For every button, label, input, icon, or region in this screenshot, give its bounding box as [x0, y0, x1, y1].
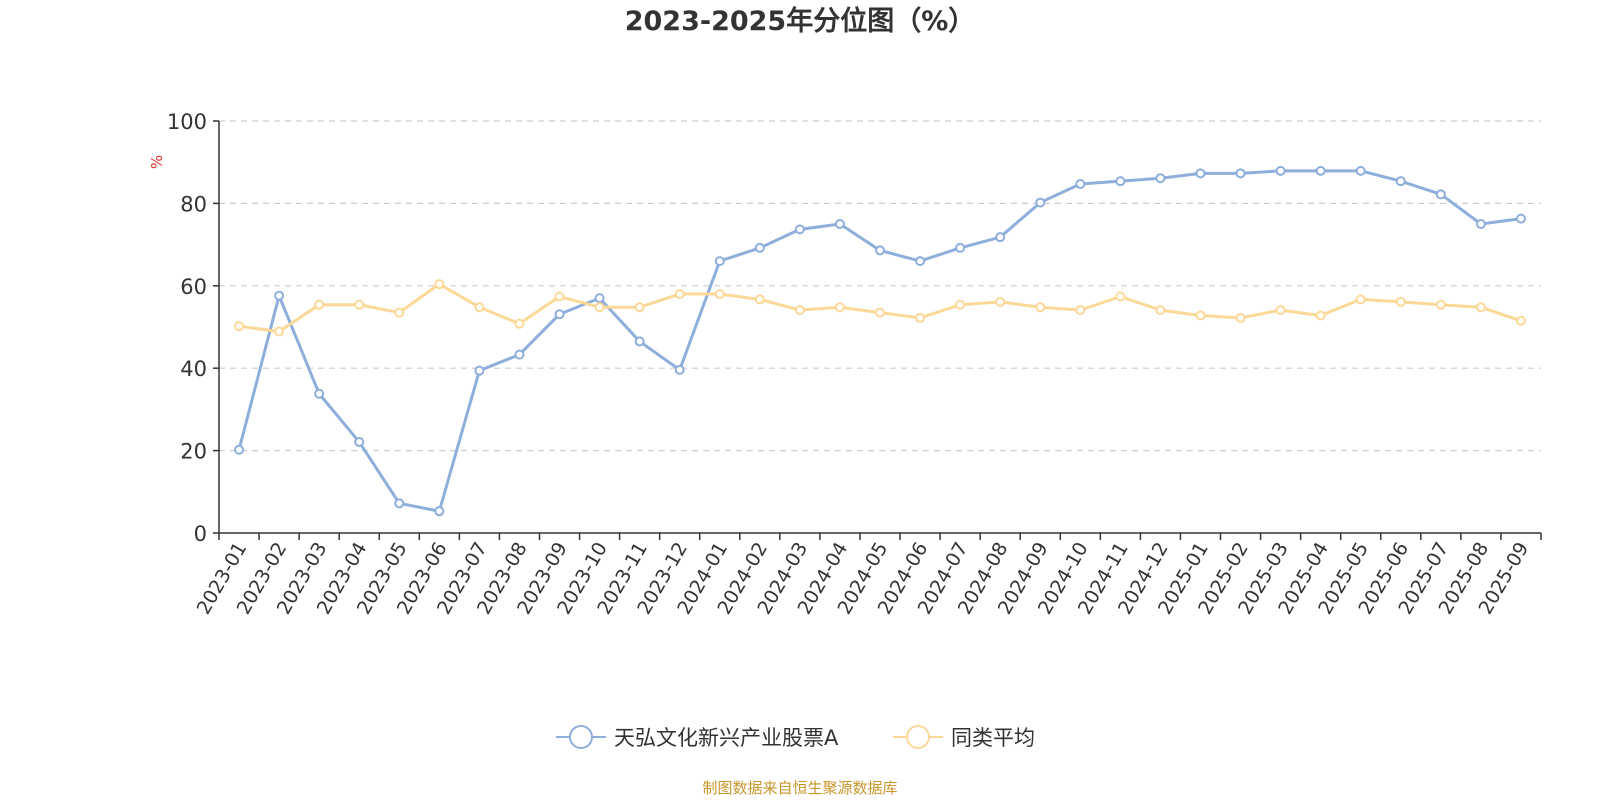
- data-point[interactable]: [1475, 219, 1486, 229]
- y-tick-label: 100: [167, 110, 207, 134]
- series-line: [237, 169, 1522, 513]
- data-point[interactable]: [554, 309, 565, 320]
- data-point[interactable]: [314, 299, 325, 310]
- data-point[interactable]: [434, 506, 445, 517]
- y-tick-label: 80: [180, 192, 207, 216]
- data-point[interactable]: [1315, 310, 1326, 321]
- data-point[interactable]: [674, 364, 685, 375]
- data-point[interactable]: [1515, 315, 1526, 326]
- y-tick-label: 20: [180, 440, 207, 464]
- data-point[interactable]: [1515, 213, 1526, 224]
- data-point[interactable]: [354, 436, 365, 447]
- data-point[interactable]: [1435, 189, 1446, 200]
- data-point[interactable]: [1115, 176, 1126, 187]
- y-axis-label: %: [148, 155, 166, 169]
- data-point[interactable]: [634, 302, 645, 313]
- data-point[interactable]: [794, 305, 805, 316]
- data-point[interactable]: [1355, 294, 1366, 305]
- data-point[interactable]: [875, 245, 885, 256]
- y-tick-label: 0: [194, 522, 207, 546]
- data-point[interactable]: [314, 388, 325, 399]
- data-point[interactable]: [354, 299, 365, 310]
- data-point[interactable]: [1075, 305, 1086, 316]
- data-point[interactable]: [234, 321, 245, 332]
- data-point[interactable]: [1235, 312, 1246, 323]
- chart-title: 2023-2025年分位图（%）: [624, 6, 976, 37]
- data-point[interactable]: [1275, 165, 1286, 176]
- data-point[interactable]: [995, 232, 1006, 243]
- data-point[interactable]: [274, 290, 285, 301]
- data-point[interactable]: [1275, 305, 1286, 316]
- data-point[interactable]: [834, 219, 845, 229]
- data-point[interactable]: [1315, 165, 1326, 176]
- data-point[interactable]: [1475, 302, 1486, 313]
- data-point[interactable]: [714, 289, 725, 300]
- series-lines: [234, 165, 1526, 517]
- data-point[interactable]: [1195, 310, 1206, 321]
- data-point[interactable]: [1435, 299, 1446, 310]
- data-point[interactable]: [594, 293, 605, 304]
- legend[interactable]: 天弘文化新兴产业股票A 同类平均: [556, 725, 1035, 750]
- data-point[interactable]: [875, 307, 885, 318]
- y-tick-label: 60: [180, 275, 207, 299]
- data-point[interactable]: [1235, 168, 1246, 179]
- data-point[interactable]: [955, 299, 966, 310]
- data-point[interactable]: [714, 256, 725, 267]
- data-point[interactable]: [394, 307, 405, 318]
- data-point[interactable]: [1035, 197, 1046, 208]
- axes: 020406080100%2023-012023-022023-032023-0…: [148, 110, 1542, 618]
- data-point[interactable]: [1155, 305, 1166, 316]
- data-point[interactable]: [1075, 179, 1086, 190]
- data-point[interactable]: [234, 444, 245, 455]
- data-point[interactable]: [754, 242, 765, 253]
- data-point[interactable]: [634, 336, 645, 347]
- data-point[interactable]: [995, 296, 1006, 307]
- data-point[interactable]: [834, 302, 845, 313]
- legend-label[interactable]: 同类平均: [951, 726, 1035, 750]
- legend-swatch-marker[interactable]: [569, 725, 593, 749]
- data-point[interactable]: [554, 291, 565, 302]
- data-point[interactable]: [1395, 296, 1406, 307]
- data-point[interactable]: [674, 289, 685, 300]
- data-point[interactable]: [1115, 291, 1126, 302]
- data-point[interactable]: [594, 302, 605, 313]
- data-point[interactable]: [915, 312, 926, 323]
- data-point[interactable]: [474, 365, 485, 376]
- data-point[interactable]: [754, 294, 765, 305]
- data-point[interactable]: [1355, 165, 1366, 176]
- data-point[interactable]: [794, 224, 805, 235]
- data-point[interactable]: [1035, 302, 1046, 313]
- data-point[interactable]: [1195, 168, 1206, 179]
- data-point[interactable]: [915, 256, 926, 267]
- data-point[interactable]: [955, 242, 966, 253]
- data-point[interactable]: [274, 326, 285, 337]
- legend-label[interactable]: 天弘文化新兴产业股票A: [614, 726, 839, 750]
- data-point[interactable]: [434, 279, 445, 290]
- data-point[interactable]: [1395, 176, 1406, 187]
- data-point[interactable]: [514, 318, 525, 329]
- y-tick-label: 40: [180, 357, 207, 381]
- data-point[interactable]: [394, 498, 405, 509]
- source-note: 制图数据来自恒生聚源数据库: [702, 779, 898, 797]
- data-point[interactable]: [1155, 173, 1166, 184]
- data-point[interactable]: [474, 302, 485, 313]
- data-point[interactable]: [514, 349, 525, 360]
- legend-swatch-marker[interactable]: [906, 725, 930, 749]
